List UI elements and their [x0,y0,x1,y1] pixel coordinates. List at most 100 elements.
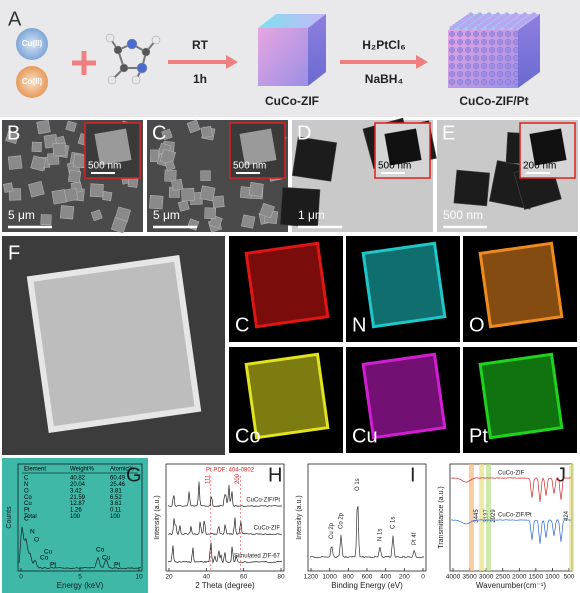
particle [67,169,82,184]
particle [453,169,491,207]
pt-particle [473,31,479,37]
table-cell: 3.81 [110,488,122,494]
particle [164,160,176,172]
xrd-trace [167,542,283,564]
ion-label: Cu(II) [22,39,43,48]
ion-label: Co(II) [22,77,43,86]
particle [2,182,14,193]
pt-particle [449,31,455,37]
table-cell: 20.04 [70,482,86,488]
x-tick-label: 800 [343,574,354,581]
pt-particle [497,63,503,69]
pt-particle [497,79,503,85]
table-cell: Cu [24,501,32,507]
ir-band [479,464,485,571]
particle [89,183,104,198]
x-tick-label: 2500 [495,574,510,581]
pt-particle [505,47,511,53]
plot-frame [165,463,285,572]
pt-particle [465,79,471,85]
element-label: O [469,314,485,336]
pt-particle [504,12,510,18]
x-axis-label: Energy (keV) [57,581,104,590]
inset-scale: 200 nm [523,161,556,172]
particle [181,187,195,202]
particle [291,136,338,182]
arrow-head [416,55,428,69]
element-signal [244,241,330,329]
x-tick-label: 40 [203,574,211,581]
pt-particle [449,55,455,61]
particle [241,214,256,229]
inset-particle [384,128,422,166]
xps-survey [309,506,425,559]
cube-side [518,14,540,88]
pt-particle [449,39,455,45]
atom [119,63,129,73]
pt-particle [481,79,487,85]
inset-particle [94,128,132,166]
particle [5,130,20,144]
pt-particle [505,55,511,61]
table-cell: 12.87 [70,501,86,507]
pt-particle [449,63,455,69]
trace-label: CuCo-ZIF/Pt [498,513,532,519]
particle [186,119,201,134]
pt-particle [497,55,503,61]
peak-label: C 1s [391,517,397,529]
pt-particle [497,47,503,53]
trace-label: CuCo-ZIF/Pt [246,498,280,504]
panel-label: I [410,464,416,486]
scale-text: 1 μm [298,208,325,222]
peak-label: C [24,516,29,523]
pt-particle [457,63,463,69]
particle [127,177,139,188]
pt-particle [473,71,479,77]
particle [7,155,23,170]
peak-label: N 1s [378,529,384,541]
ir-band [468,464,474,571]
arrow-head [226,55,238,69]
pt-particle [481,55,487,61]
table-cell: 3.42 [70,488,82,494]
pt-particle [465,55,471,61]
scale-text: 500 nm [443,208,483,222]
pt-particle [477,12,483,18]
panel-label: A [8,8,22,30]
pt-particle [449,71,455,77]
pt-particle [473,39,479,45]
table-cell: 60.49 [110,476,126,482]
peak-label: Cu [102,555,111,562]
pt-particle [497,39,503,45]
inset-particle [239,128,277,166]
trace-label: CuCo-ZIF [254,526,281,532]
pt-particle [531,12,537,18]
particle [171,178,184,192]
step-condition: RT [192,38,209,52]
panel-label: C [152,122,166,144]
peak-index: 111 [205,474,211,484]
table-header: Atomic% [110,467,134,473]
particle [31,141,42,153]
particle [63,187,79,202]
x-tick-label: 20 [165,574,173,581]
pt-particle [465,63,471,69]
table-cell: 25.46 [110,482,126,488]
pt-particle [513,55,519,61]
cube-side [308,14,326,86]
pt-particle [465,39,471,45]
pt-particle [473,55,479,61]
element-label: Co [235,425,261,447]
x-tick-label: 3500 [462,574,477,581]
table-cell: Co [24,495,32,501]
pt-particle [513,39,519,45]
x-tick-label: 1000 [322,574,337,581]
panel-label: J [556,464,566,486]
y-axis-label: Counts [6,506,13,529]
pt-particle [468,12,474,18]
band-label: 424 [564,510,570,521]
step-condition: H₂PtCl₆ [362,38,405,52]
pt-particle [486,12,492,18]
table-cell: 3.61 [110,501,122,507]
peak-label: Co [40,555,49,562]
